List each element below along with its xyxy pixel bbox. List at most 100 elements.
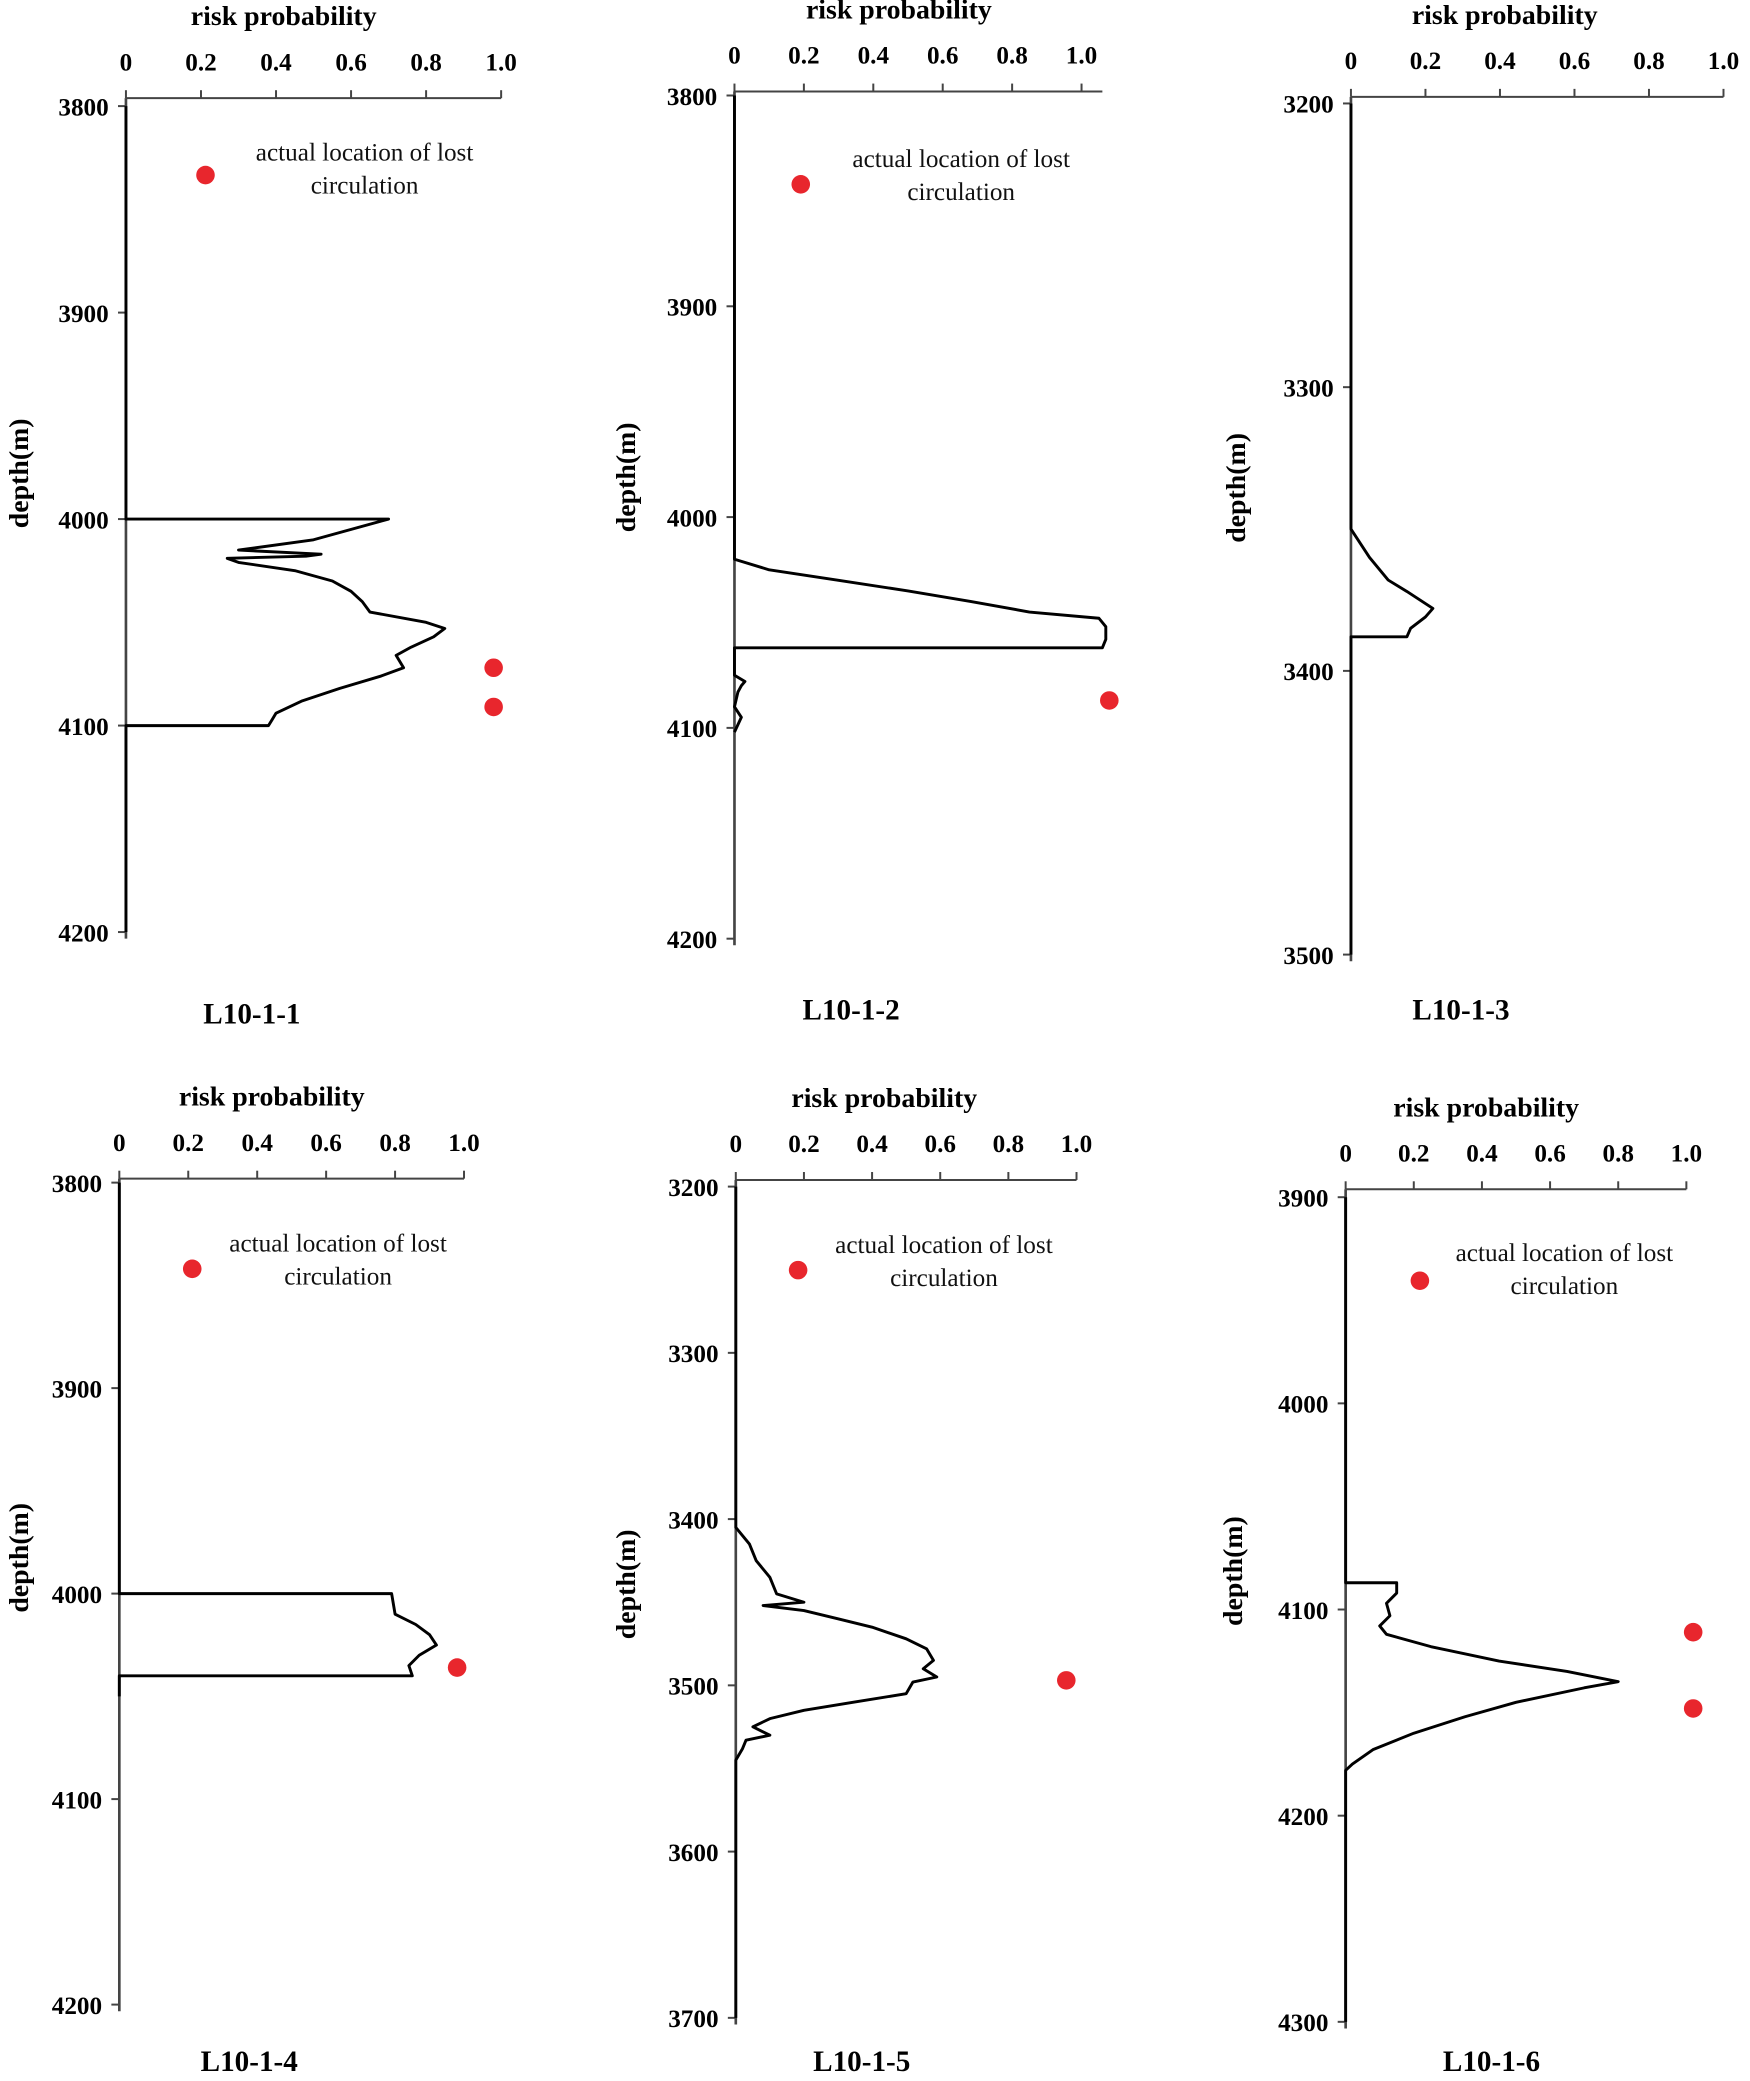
x-tick-label: 0	[1345, 48, 1358, 75]
chart-title: L10-1-2	[803, 995, 900, 1027]
y-tick-label: 3300	[1283, 375, 1333, 402]
y-tick-label: 3400	[1283, 659, 1333, 686]
y-tick-label: 4100	[667, 716, 717, 743]
lost-circulation-point	[1683, 1699, 1703, 1718]
x-tick-label: 0	[120, 49, 133, 76]
x-axis-label: risk probability	[1412, 0, 1598, 31]
legend-marker	[791, 175, 811, 194]
chart-title: L10-1-3	[1412, 995, 1509, 1027]
x-tick-label: 0.8	[410, 49, 441, 76]
y-tick-label: 3500	[1283, 943, 1333, 970]
x-tick-label: 0.6	[310, 1130, 341, 1157]
y-tick-label: 3400	[668, 1507, 718, 1534]
x-tick-label: 0.4	[856, 1131, 888, 1158]
x-tick-label: 1.0	[1061, 1131, 1092, 1158]
y-tick-label: 4000	[58, 507, 108, 534]
risk-line	[1349, 103, 1435, 955]
x-axis-label: risk probability	[191, 1, 377, 32]
lost-circulation-point	[1100, 691, 1119, 710]
x-tick-label: 0.2	[185, 49, 216, 76]
x-tick-label: 1.0	[1708, 48, 1739, 75]
risk-line	[117, 1182, 438, 1697]
chart-title: L10-1-1	[203, 999, 300, 1031]
risk-line	[734, 1186, 939, 2018]
y-tick-label: 4000	[1278, 1392, 1328, 1419]
y-axis-label: depth(m)	[1218, 1516, 1249, 1626]
x-tick-label: 0.8	[996, 43, 1027, 70]
y-tick-label: 3900	[58, 301, 108, 328]
lost-circulation-point	[484, 658, 503, 678]
x-tick-label: 0	[1339, 1140, 1352, 1167]
y-tick-label: 3300	[668, 1341, 718, 1368]
y-tick-label: 3600	[668, 1840, 718, 1867]
x-axis-label: risk probability	[1393, 1092, 1579, 1123]
legend-label: actual location of lost circulation	[229, 1230, 447, 1291]
y-tick-label: 4000	[667, 505, 717, 532]
legend-marker	[196, 165, 215, 185]
legend: actual location of lost circulation	[1455, 1239, 1674, 1301]
x-tick-label: 0.2	[788, 43, 819, 70]
legend-marker	[1410, 1271, 1430, 1291]
x-tick-label: 0.2	[173, 1130, 204, 1157]
y-tick-label: 4300	[1278, 2010, 1328, 2037]
x-tick-label: 0.6	[924, 1131, 955, 1158]
x-tick-label: 1.0	[1671, 1140, 1702, 1167]
legend: actual location of lost circulation	[835, 1232, 1053, 1293]
x-tick-label: 1.0	[485, 49, 516, 76]
risk-line	[1344, 1197, 1620, 2022]
x-tick-label: 0.6	[1534, 1140, 1565, 1167]
y-tick-label: 3700	[668, 2006, 718, 2033]
y-tick-label: 4100	[52, 1787, 102, 1814]
x-axis-label: risk probability	[806, 0, 992, 26]
x-axis-label: risk probability	[791, 1083, 977, 1114]
legend-label: actual location of lost circulation	[1455, 1239, 1674, 1301]
y-tick-label: 4200	[52, 1993, 102, 2020]
x-tick-label: 0.6	[927, 43, 958, 70]
y-axis-label: depth(m)	[4, 418, 35, 528]
x-tick-label: 0.4	[1466, 1140, 1498, 1167]
y-tick-label: 3900	[1278, 1185, 1328, 1212]
lost-circulation-point	[447, 1658, 467, 1677]
x-tick-label: 0.8	[379, 1130, 410, 1157]
x-tick-label: 0	[728, 43, 741, 70]
lost-circulation-point	[484, 697, 503, 717]
x-tick-label: 0.8	[1602, 1140, 1633, 1167]
y-axis-label: depth(m)	[4, 1503, 35, 1613]
risk-line	[124, 106, 447, 933]
x-tick-label: 0.4	[1484, 48, 1516, 75]
y-tick-label: 3800	[58, 94, 108, 121]
risk-line	[733, 95, 1108, 733]
y-tick-label: 4200	[667, 927, 717, 954]
legend: actual location of lost circulation	[852, 146, 1070, 207]
y-tick-label: 3800	[52, 1171, 102, 1198]
legend: actual location of lost circulation	[229, 1230, 447, 1291]
legend-label: actual location of lost circulation	[255, 139, 474, 200]
chart-title: L10-1-6	[1443, 2046, 1540, 2078]
x-tick-label: 0.4	[241, 1130, 273, 1157]
x-tick-label: 0.8	[993, 1131, 1024, 1158]
y-tick-label: 3200	[668, 1175, 718, 1202]
chart-title: L10-1-4	[201, 2046, 299, 2078]
lost-circulation-point	[1683, 1622, 1703, 1642]
y-axis-label: depth(m)	[611, 1529, 642, 1639]
x-tick-label: 0	[113, 1130, 126, 1157]
x-tick-label: 0.2	[788, 1131, 819, 1158]
y-tick-label: 3800	[667, 84, 717, 111]
y-tick-label: 3200	[1283, 92, 1333, 119]
y-tick-label: 4200	[58, 920, 108, 947]
x-tick-label: 0.6	[1559, 48, 1590, 75]
y-tick-label: 4000	[52, 1582, 102, 1609]
y-tick-label: 3900	[52, 1376, 102, 1403]
x-tick-label: 0.8	[1633, 48, 1664, 75]
x-tick-label: 0	[729, 1131, 742, 1158]
y-axis-label: depth(m)	[1221, 433, 1252, 543]
y-tick-label: 3500	[668, 1674, 718, 1701]
x-tick-label: 1.0	[1066, 43, 1097, 70]
lost-circulation-point	[1057, 1671, 1076, 1690]
x-tick-label: 0.2	[1410, 48, 1441, 75]
chart-title: L10-1-5	[813, 2046, 910, 2078]
y-tick-label: 3900	[667, 295, 717, 322]
x-tick-label: 0.2	[1398, 1140, 1429, 1167]
